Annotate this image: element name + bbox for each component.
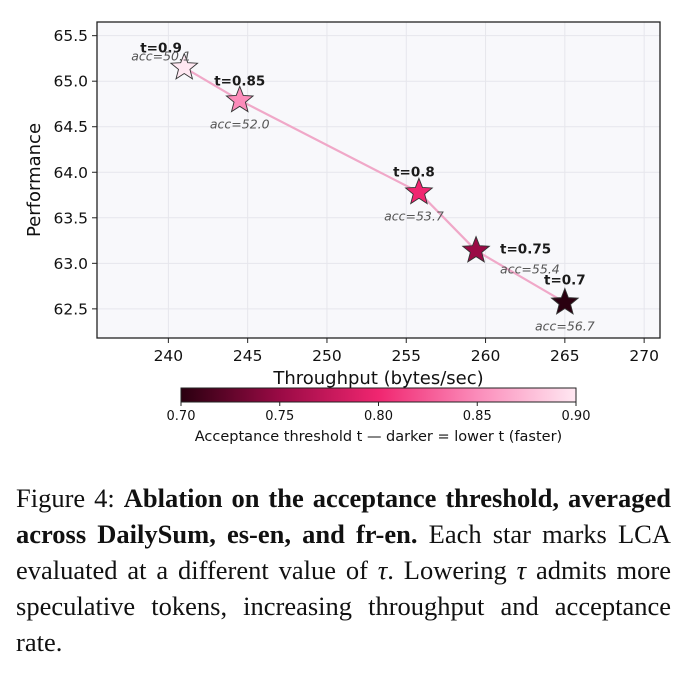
colorbar-tick-label: 0.80 bbox=[364, 409, 393, 424]
tau-symbol: τ bbox=[377, 555, 388, 585]
colorbar-tick-label: 0.70 bbox=[167, 409, 196, 424]
threshold-label: t=0.7 bbox=[544, 272, 586, 288]
star-marker bbox=[225, 85, 255, 113]
colorbar-tick-label: 0.75 bbox=[265, 409, 294, 424]
colorbar-label: Acceptance threshold t — darker = lower … bbox=[195, 429, 562, 445]
accuracy-label: acc=55.4 bbox=[500, 262, 560, 277]
caption-body-1: Each star marks LCA evaluated at a diffe… bbox=[16, 519, 671, 585]
y-tick-label: 63.5 bbox=[53, 209, 88, 227]
figure-chart: 240 245 250 255 260 265 270 62.5 63.0 63.5 64.0 64.… bbox=[24, 21, 661, 445]
accuracy-label: acc=56.7 bbox=[535, 318, 595, 333]
star-marker bbox=[404, 177, 434, 205]
y-tick-label: 65.0 bbox=[53, 73, 88, 91]
caption-prefix: Figure 4: bbox=[16, 483, 115, 513]
star-marker bbox=[550, 287, 580, 315]
axis-ticks: 240 245 250 255 260 265 270 62.5 63.0 63.5 64.0 64.… bbox=[53, 27, 658, 365]
y-tick-label: 64.0 bbox=[53, 164, 88, 182]
tau-symbol: τ bbox=[516, 555, 527, 585]
x-tick-label: 265 bbox=[550, 347, 580, 365]
caption-body-3: admits more speculative tokens, increasi… bbox=[16, 555, 671, 657]
x-tick-label: 245 bbox=[233, 347, 263, 365]
figure-caption: Figure 4: Ablation on the acceptance thr… bbox=[16, 480, 671, 660]
colorbar-tick-label: 0.85 bbox=[463, 409, 492, 424]
x-tick-label: 250 bbox=[312, 347, 342, 365]
x-tick-label: 270 bbox=[629, 347, 659, 365]
accuracy-label: acc=52.0 bbox=[210, 116, 270, 131]
x-axis-label: Throughput (bytes/sec) bbox=[272, 368, 483, 389]
star-marker bbox=[169, 52, 199, 80]
threshold-label: t=0.85 bbox=[214, 73, 265, 89]
x-tick-label: 255 bbox=[391, 347, 421, 365]
star-marker bbox=[461, 235, 491, 263]
x-tick-label: 260 bbox=[471, 347, 501, 365]
caption-title: Ablation on the acceptance threshold, av… bbox=[16, 483, 671, 549]
colorbar bbox=[180, 387, 577, 403]
threshold-label: t=0.8 bbox=[393, 164, 435, 180]
y-tick-label: 65.5 bbox=[53, 27, 88, 45]
y-tick-label: 63.0 bbox=[53, 255, 88, 273]
caption-body-2: . Lowering bbox=[387, 555, 507, 585]
accuracy-label: acc=53.7 bbox=[384, 208, 444, 223]
plot-frame bbox=[96, 21, 661, 339]
colorbar-tick-label: 0.90 bbox=[562, 409, 591, 424]
y-tick-label: 62.5 bbox=[53, 300, 88, 318]
y-axis-label: Performance bbox=[24, 123, 45, 237]
threshold-label: t=0.75 bbox=[500, 242, 551, 258]
x-tick-label: 240 bbox=[154, 347, 184, 365]
colorbar-ticks: 0.70 0.75 0.80 0.85 0.90 bbox=[167, 402, 591, 424]
accuracy-label: acc=50.1 bbox=[131, 49, 191, 64]
threshold-label: t=0.9 bbox=[140, 41, 182, 57]
y-tick-label: 64.5 bbox=[53, 118, 88, 136]
